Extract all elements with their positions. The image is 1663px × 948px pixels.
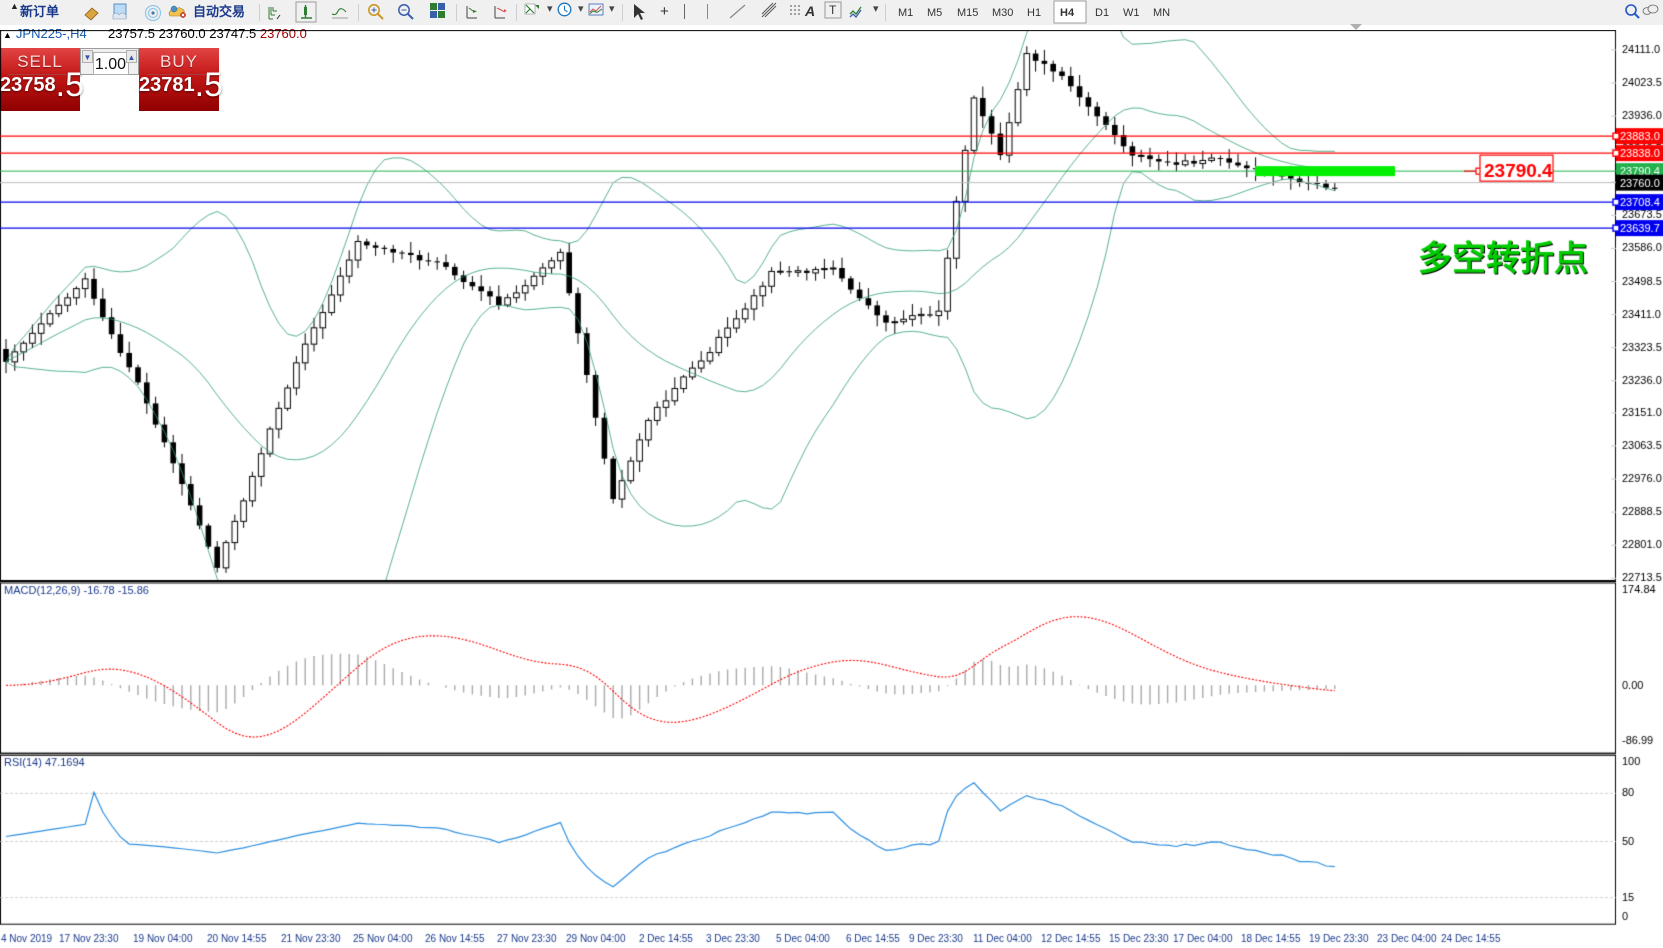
svg-text:▾: ▾ bbox=[873, 3, 879, 15]
svg-text:H4: H4 bbox=[1060, 7, 1075, 19]
svg-text:M30: M30 bbox=[992, 7, 1013, 19]
svg-text:D1: D1 bbox=[1095, 7, 1109, 19]
svg-text:▾: ▾ bbox=[547, 3, 553, 15]
svg-text:W1: W1 bbox=[1123, 7, 1140, 19]
svg-text:▾: ▾ bbox=[609, 3, 615, 15]
svg-text:▾: ▾ bbox=[578, 3, 584, 15]
svg-text:MN: MN bbox=[1153, 7, 1170, 19]
svg-text:H1: H1 bbox=[1027, 7, 1041, 19]
svg-text:T: T bbox=[829, 3, 837, 17]
svg-text:自动交易: 自动交易 bbox=[193, 4, 245, 19]
svg-text:A: A bbox=[804, 3, 815, 19]
svg-text:M1: M1 bbox=[898, 7, 913, 19]
svg-text:M5: M5 bbox=[927, 7, 942, 19]
svg-text:新订单: 新订单 bbox=[20, 4, 59, 19]
svg-text:M15: M15 bbox=[957, 7, 978, 19]
svg-text:▲: ▲ bbox=[10, 1, 19, 11]
svg-text:+: + bbox=[660, 3, 669, 20]
